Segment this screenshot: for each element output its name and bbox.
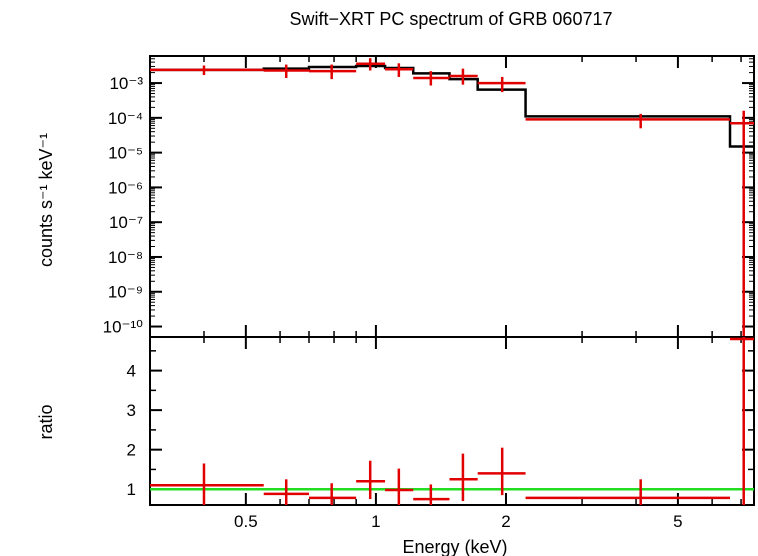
data-point [308, 64, 357, 80]
top-panel-frame [149, 55, 755, 338]
top-panel: 10⁻¹⁰ 10⁻⁹ 10⁻⁸ 10⁻⁷ 10⁻⁶ 10⁻⁵ 10⁻⁴ 10⁻³ [103, 55, 755, 338]
x-tick-label: 0.5 [234, 512, 258, 531]
data-point [449, 68, 478, 85]
data-point [525, 113, 731, 129]
top-y-axis-label: counts s⁻¹ keV⁻¹ [36, 133, 56, 267]
top-y-tick-label: 10⁻⁴ [108, 109, 143, 128]
top-y-tick-label: 10⁻⁸ [108, 248, 143, 267]
data-point [356, 58, 386, 71]
ratio-point [477, 447, 526, 496]
data-point [150, 65, 264, 76]
ratio-point [730, 337, 754, 505]
bottom-y-tick-label: 2 [127, 441, 136, 460]
bottom-y-tick-label: 4 [127, 362, 136, 381]
bottom-y-axis-label: ratio [36, 404, 56, 439]
ratio-point [449, 453, 478, 502]
data-point [385, 63, 414, 77]
data-point [263, 64, 309, 78]
data-point [477, 76, 526, 93]
ratio-point [308, 483, 357, 505]
ratio-point [413, 484, 450, 505]
top-y-tick-label: 10⁻⁵ [108, 144, 143, 163]
x-tick-label: 5 [673, 512, 682, 531]
data-point [413, 71, 450, 86]
bottom-y-tick-label: 1 [127, 480, 136, 499]
x-tick-label: 1 [371, 512, 380, 531]
top-y-tick-label: 10⁻¹⁰ [103, 318, 144, 337]
ratio-point [525, 479, 731, 505]
top-y-tick-label: 10⁻³ [109, 74, 143, 93]
bottom-panel: 0.5 1 2 5 1 2 3 4 [127, 336, 755, 531]
top-y-tick-label: 10⁻⁹ [108, 283, 143, 302]
model-step-line [150, 64, 754, 148]
bottom-panel-frame [149, 336, 755, 506]
chart-title: Swift−XRT PC spectrum of GRB 060717 [290, 9, 613, 29]
data-point [730, 110, 754, 337]
x-tick-label: 2 [501, 512, 510, 531]
bottom-y-tick-label: 3 [127, 401, 136, 420]
x-axis-label: Energy (keV) [402, 537, 507, 556]
top-y-tick-label: 10⁻⁶ [108, 178, 143, 197]
ratio-point [150, 463, 264, 505]
ratio-point [356, 460, 386, 500]
top-y-tick-label: 10⁻⁷ [109, 213, 143, 232]
ratio-point [385, 468, 414, 505]
ratio-point [263, 479, 309, 505]
